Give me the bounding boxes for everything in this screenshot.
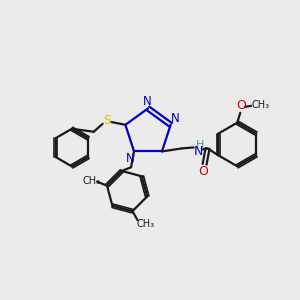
- Text: N: N: [194, 145, 203, 158]
- Text: N: N: [126, 152, 134, 165]
- Text: CH₃: CH₃: [251, 100, 269, 110]
- Text: CH₃: CH₃: [82, 176, 100, 186]
- Text: S: S: [103, 114, 112, 128]
- Text: H: H: [196, 140, 204, 151]
- Text: N: N: [143, 95, 152, 108]
- Text: N: N: [171, 112, 180, 125]
- Text: O: O: [236, 99, 246, 112]
- Text: CH₃: CH₃: [136, 219, 155, 229]
- Text: O: O: [199, 165, 208, 178]
